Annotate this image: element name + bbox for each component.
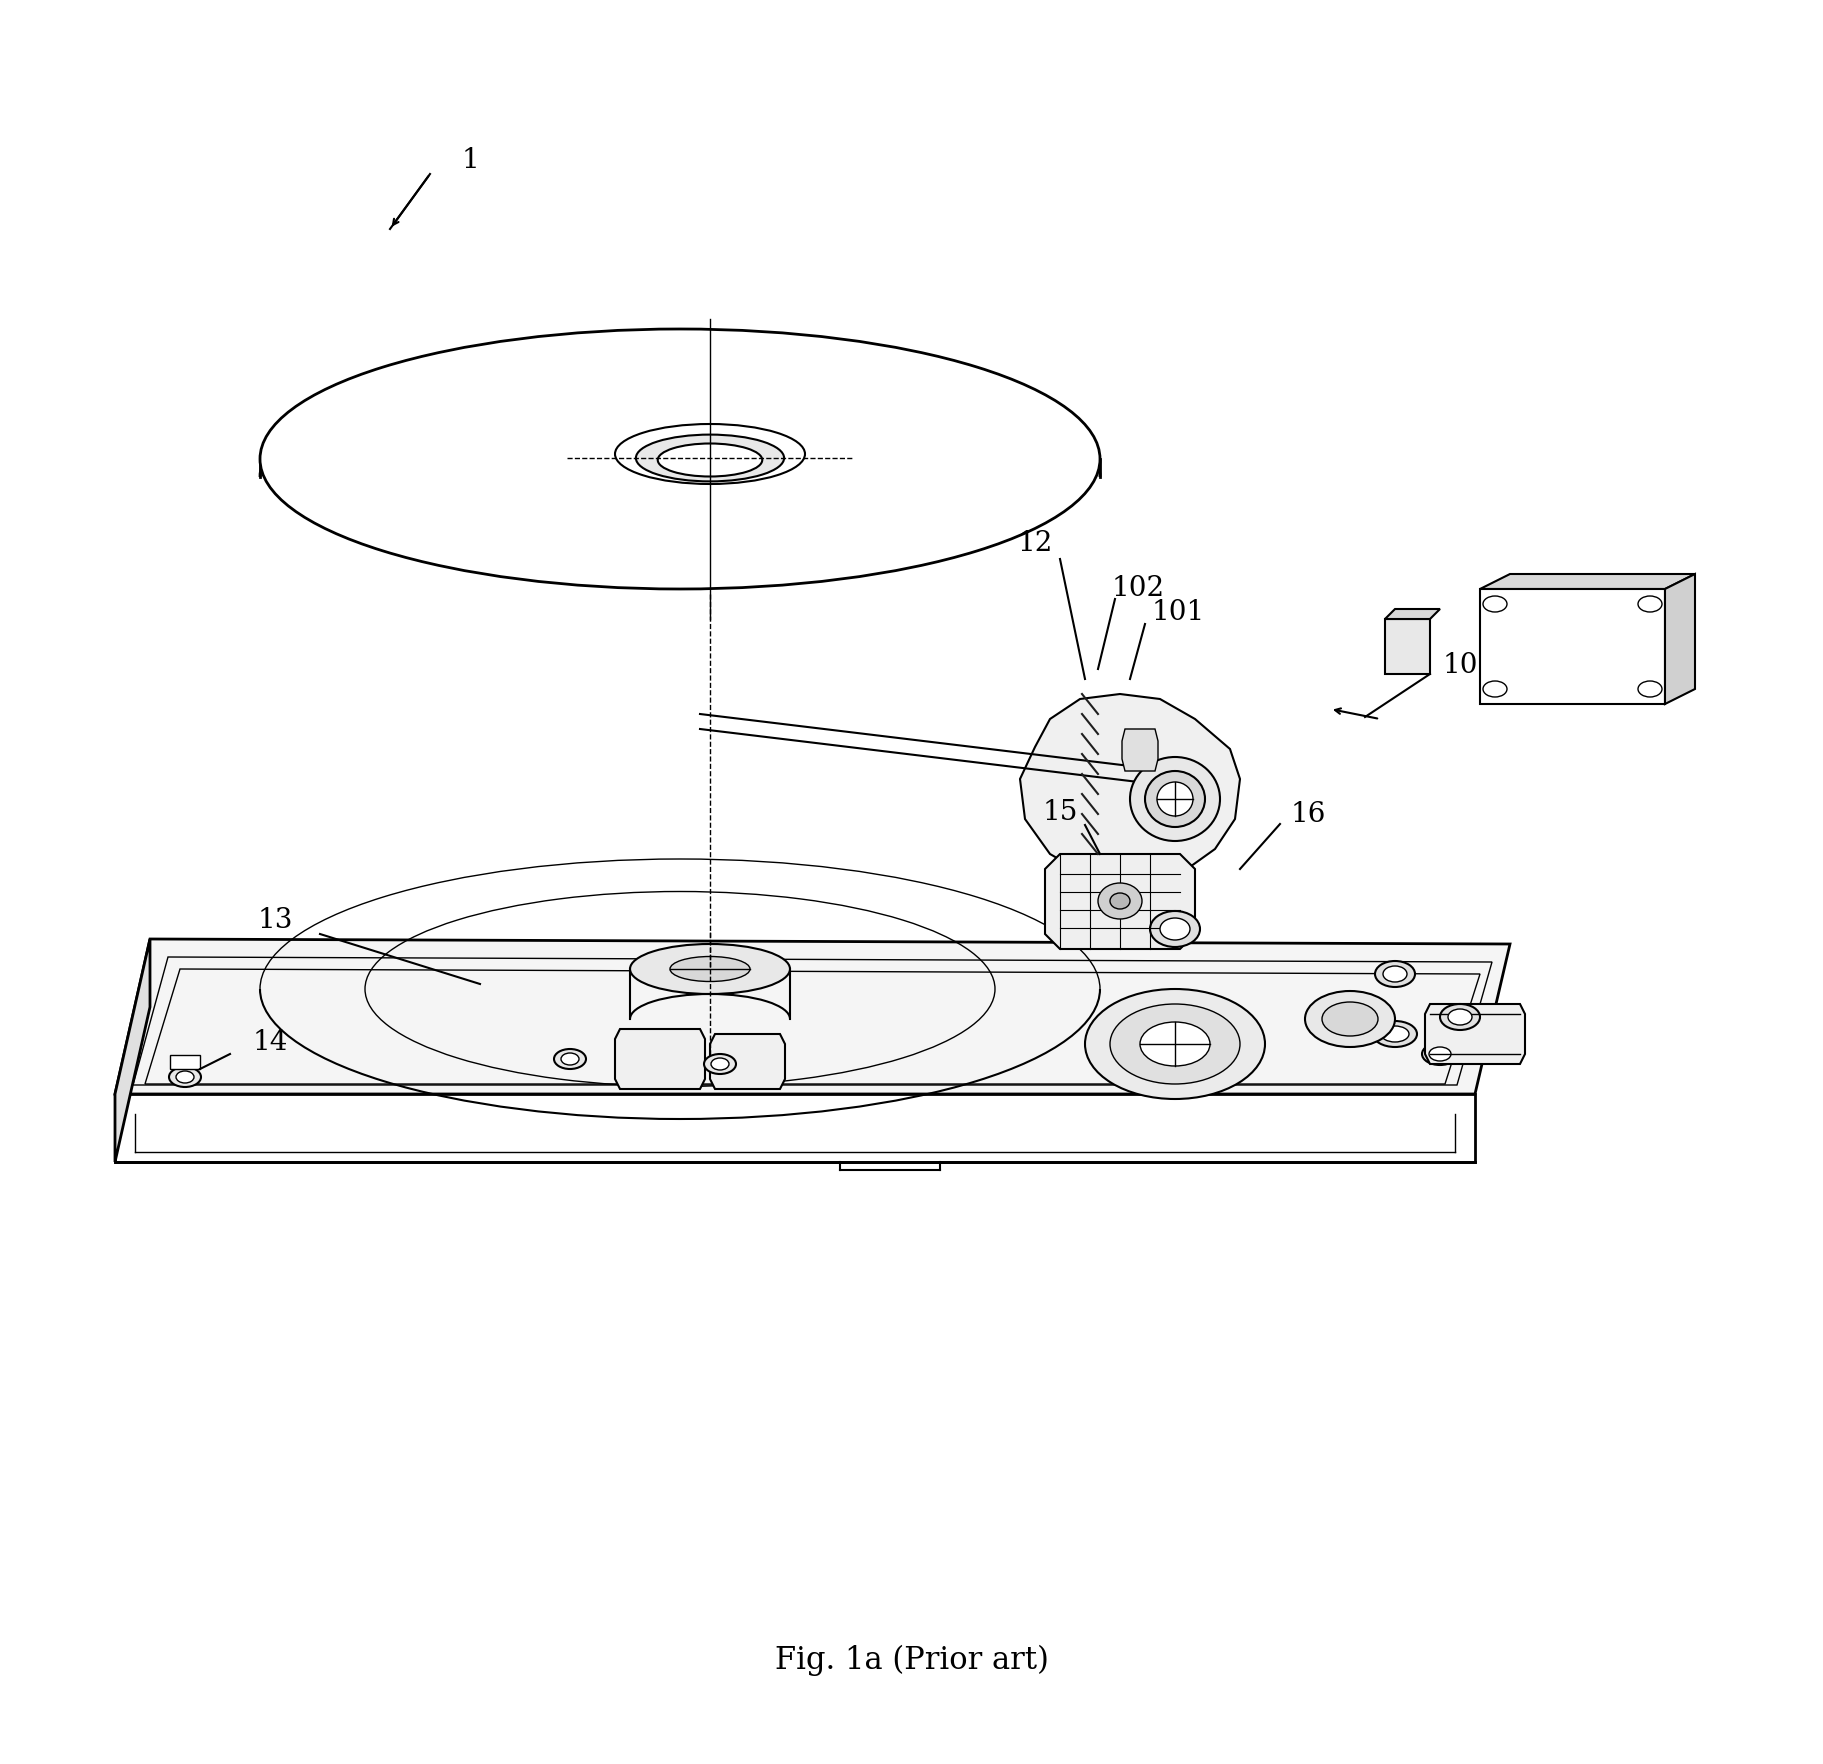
Text: 10: 10 [1442,651,1477,677]
Ellipse shape [1438,1004,1478,1030]
Text: 13: 13 [257,907,292,933]
Ellipse shape [1156,783,1192,817]
Polygon shape [1045,854,1194,949]
Ellipse shape [636,436,784,482]
Ellipse shape [1375,961,1415,988]
Polygon shape [115,940,1509,1094]
Polygon shape [1384,619,1429,674]
Text: Fig. 1a (Prior art): Fig. 1a (Prior art) [775,1644,1048,1674]
Polygon shape [115,1094,1475,1162]
Polygon shape [115,940,149,1162]
Ellipse shape [658,445,762,478]
Ellipse shape [1130,757,1220,841]
Ellipse shape [261,330,1099,589]
Ellipse shape [1110,1004,1240,1085]
Ellipse shape [1085,990,1265,1099]
Ellipse shape [1422,1044,1457,1065]
Ellipse shape [1148,912,1200,947]
Polygon shape [1664,575,1694,704]
Ellipse shape [1427,1048,1451,1062]
Ellipse shape [175,1071,193,1083]
Polygon shape [1478,589,1664,704]
Ellipse shape [614,425,804,485]
Ellipse shape [1097,884,1141,919]
Ellipse shape [1139,1023,1209,1067]
Ellipse shape [1322,1002,1376,1037]
Ellipse shape [711,1058,729,1071]
Ellipse shape [1303,991,1395,1048]
Ellipse shape [1159,919,1189,940]
Polygon shape [1424,1004,1524,1064]
Ellipse shape [669,956,749,983]
Ellipse shape [1110,894,1130,910]
Ellipse shape [1382,967,1406,983]
Ellipse shape [1373,1021,1416,1048]
Ellipse shape [1380,1027,1407,1043]
Polygon shape [1121,730,1158,771]
Text: 16: 16 [1289,801,1325,827]
Text: 102: 102 [1110,573,1163,602]
Polygon shape [170,1055,201,1069]
Text: 14: 14 [252,1028,288,1055]
Ellipse shape [561,1053,578,1065]
Ellipse shape [629,944,789,995]
Ellipse shape [1447,1009,1471,1025]
Ellipse shape [170,1067,201,1087]
Polygon shape [1384,610,1438,619]
Text: 1: 1 [461,146,479,173]
Polygon shape [1478,575,1694,589]
Polygon shape [614,1030,706,1090]
Polygon shape [1019,695,1240,884]
Text: 101: 101 [1150,598,1203,624]
Ellipse shape [1145,771,1205,827]
Text: 12: 12 [1017,529,1052,556]
Ellipse shape [554,1050,585,1069]
Text: 15: 15 [1041,797,1077,826]
Polygon shape [709,1034,784,1090]
Ellipse shape [704,1055,736,1074]
